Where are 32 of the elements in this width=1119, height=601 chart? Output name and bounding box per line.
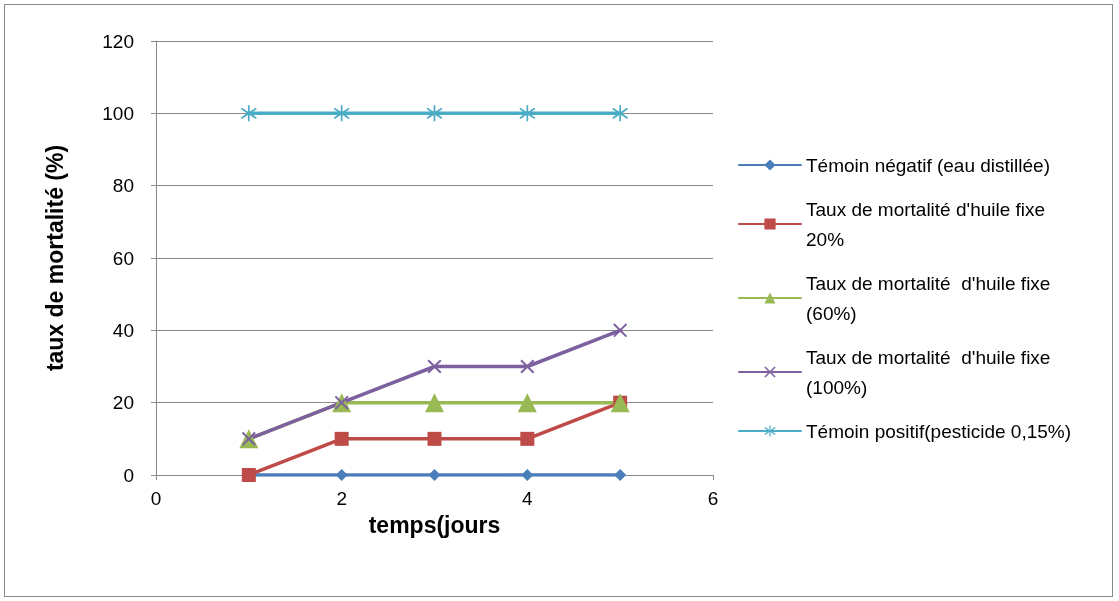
legend-label: Taux de mortalité d'huile fixe 20% <box>806 198 1051 250</box>
point <box>428 469 441 481</box>
point <box>240 105 257 122</box>
point <box>334 431 349 446</box>
x-tick-label: 6 <box>707 488 719 509</box>
point <box>517 393 537 413</box>
x-tick-label: 2 <box>336 488 347 509</box>
x-tick-label: 4 <box>522 488 534 509</box>
point <box>425 393 444 413</box>
y-tick-label: 100 <box>102 102 134 124</box>
x-tick-label: 0 <box>150 488 162 509</box>
legend-label: Taux de mortalité d'huile fixe (60%) <box>806 272 1056 324</box>
point <box>427 431 442 446</box>
y-tick-label: 40 <box>112 319 134 341</box>
y-tick-label: 20 <box>112 392 134 414</box>
point <box>612 105 629 122</box>
point <box>520 359 535 374</box>
y-tick-label: 0 <box>123 464 134 486</box>
point <box>333 105 350 122</box>
point <box>519 105 536 122</box>
y-tick-label: 80 <box>112 175 134 197</box>
legend-label: Témoin négatif (eau distillée) <box>806 154 1050 176</box>
point <box>427 359 442 374</box>
point <box>614 469 627 481</box>
y-axis-title: taux de mortalité (%) <box>41 144 68 372</box>
y-tick-label: 60 <box>112 247 134 269</box>
legend-label: Taux de mortalité d'huile fixe (100%) <box>806 346 1056 398</box>
legend-label: Témoin positif(pesticide 0,15%) <box>806 420 1072 442</box>
y-tick-label: 120 <box>102 30 134 52</box>
x-axis-title: temps(jours <box>368 511 501 538</box>
point <box>520 431 535 446</box>
point <box>613 323 628 338</box>
